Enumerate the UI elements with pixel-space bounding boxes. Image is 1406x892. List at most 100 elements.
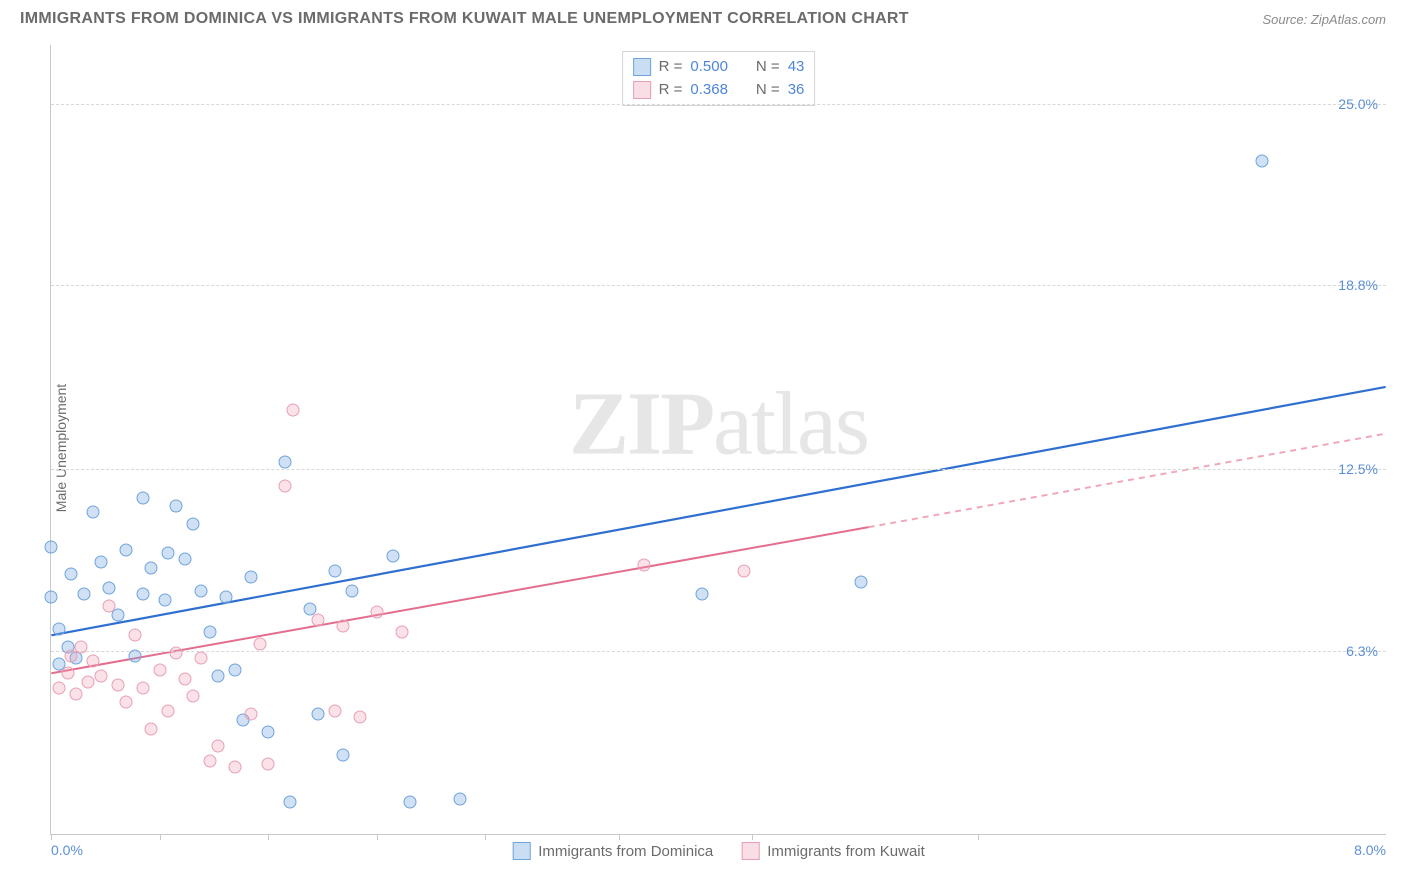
x-axis-max-label: 8.0% — [1354, 842, 1386, 858]
data-point — [145, 722, 158, 735]
data-point — [86, 655, 99, 668]
data-point — [78, 588, 91, 601]
data-point — [287, 403, 300, 416]
data-point — [345, 585, 358, 598]
y-tick-label: 18.8% — [1338, 277, 1378, 293]
data-point — [170, 500, 183, 513]
data-point — [245, 708, 258, 721]
legend-swatch — [512, 842, 530, 860]
data-point — [65, 567, 78, 580]
x-tick — [752, 834, 753, 840]
data-point — [312, 708, 325, 721]
legend-swatch — [633, 58, 651, 76]
data-point — [220, 591, 233, 604]
data-point — [262, 725, 275, 738]
data-point — [203, 754, 216, 767]
legend-r-label: R = — [659, 56, 683, 79]
data-point — [395, 626, 408, 639]
gridline — [51, 469, 1386, 470]
data-point — [212, 740, 225, 753]
data-point — [696, 588, 709, 601]
x-tick — [268, 834, 269, 840]
data-point — [228, 760, 241, 773]
x-tick — [485, 834, 486, 840]
data-point — [128, 649, 141, 662]
x-tick — [160, 834, 161, 840]
x-tick — [978, 834, 979, 840]
data-point — [245, 570, 258, 583]
x-tick — [377, 834, 378, 840]
data-point — [637, 558, 650, 571]
data-point — [186, 690, 199, 703]
data-point — [203, 626, 216, 639]
data-point — [103, 582, 116, 595]
data-point — [337, 620, 350, 633]
data-point — [387, 550, 400, 563]
data-point — [128, 629, 141, 642]
legend-n-value: 36 — [788, 79, 805, 102]
data-point — [161, 547, 174, 560]
data-point — [161, 705, 174, 718]
data-point — [136, 588, 149, 601]
data-point — [136, 491, 149, 504]
legend-swatch — [741, 842, 759, 860]
data-point — [228, 664, 241, 677]
data-point — [262, 757, 275, 770]
data-point — [337, 749, 350, 762]
data-point — [153, 664, 166, 677]
data-point — [303, 602, 316, 615]
legend-label: Immigrants from Dominica — [538, 843, 713, 860]
data-point — [120, 544, 133, 557]
legend-row: R =0.368N =36 — [633, 79, 805, 102]
data-point — [95, 555, 108, 568]
data-point — [111, 678, 124, 691]
data-point — [195, 585, 208, 598]
x-axis-min-label: 0.0% — [51, 842, 83, 858]
gridline — [51, 651, 1386, 652]
data-point — [145, 561, 158, 574]
data-point — [186, 517, 199, 530]
x-tick — [619, 834, 620, 840]
legend-n-label: N = — [756, 56, 780, 79]
legend-r-value: 0.500 — [690, 56, 728, 79]
data-point — [45, 591, 58, 604]
data-point — [95, 670, 108, 683]
y-tick-label: 6.3% — [1346, 643, 1378, 659]
y-tick-label: 12.5% — [1338, 461, 1378, 477]
data-point — [120, 696, 133, 709]
data-point — [53, 681, 66, 694]
gridline — [51, 285, 1386, 286]
data-point — [278, 479, 291, 492]
data-point — [103, 599, 116, 612]
data-point — [170, 646, 183, 659]
chart-plot-area: Male Unemployment ZIPatlas R =0.500N =43… — [50, 45, 1386, 835]
data-point — [158, 593, 171, 606]
series-legend: Immigrants from Dominica Immigrants from … — [512, 842, 925, 860]
data-point — [454, 792, 467, 805]
trend-line — [869, 434, 1386, 528]
data-point — [283, 795, 296, 808]
legend-row: R = 0.500 N = 43 — [633, 56, 805, 79]
data-point — [195, 652, 208, 665]
correlation-legend: R = 0.500 N = 43R = 0.368 N = 36 — [622, 51, 816, 106]
data-point — [1255, 155, 1268, 168]
legend-r-value: 0.368 — [690, 79, 728, 102]
data-point — [253, 637, 266, 650]
data-point — [353, 710, 366, 723]
data-point — [86, 506, 99, 519]
data-point — [738, 564, 751, 577]
data-point — [75, 640, 88, 653]
legend-n-value: 43 — [788, 56, 805, 79]
gridline — [51, 104, 1386, 105]
data-point — [178, 672, 191, 685]
data-point — [278, 456, 291, 469]
data-point — [212, 670, 225, 683]
trend-line — [51, 387, 1385, 635]
legend-item: Immigrants from Kuwait — [741, 842, 925, 860]
source-attribution: Source: ZipAtlas.com — [1262, 12, 1386, 27]
x-tick — [51, 834, 52, 840]
legend-r-label: R = — [659, 79, 683, 102]
chart-title: IMMIGRANTS FROM DOMINICA VS IMMIGRANTS F… — [20, 10, 909, 28]
legend-swatch — [633, 81, 651, 99]
data-point — [178, 552, 191, 565]
